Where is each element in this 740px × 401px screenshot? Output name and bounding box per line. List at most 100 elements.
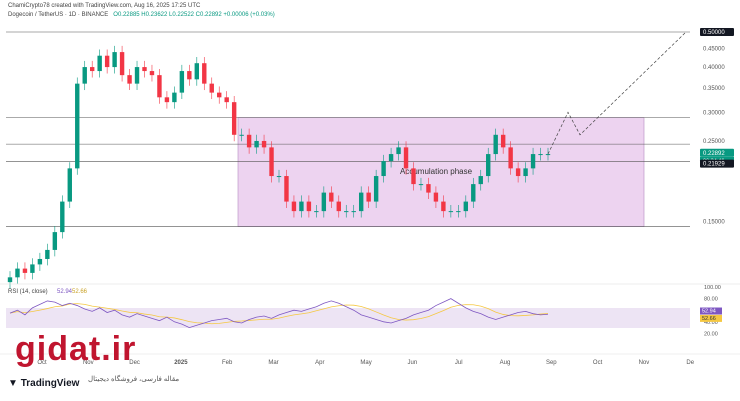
rsi-ma-legend: 52.66 [72, 289, 88, 295]
candle-7 [60, 201, 65, 233]
candle-69 [523, 168, 528, 177]
symbol-name[interactable]: Dogecoin / TetherUS · 1D · BINANCE [8, 12, 109, 18]
candle-12 [97, 55, 102, 72]
candle-10 [82, 67, 87, 84]
candle-33 [254, 140, 259, 148]
x-tick-label-7: May [360, 360, 371, 366]
candle-30 [231, 102, 237, 135]
candle-28 [217, 92, 222, 98]
candle-5 [45, 249, 50, 259]
x-tick-label-3: 2025 [174, 360, 188, 366]
x-tick-label-8: Jun [408, 360, 418, 366]
x-tick-label-9: Jul [455, 360, 463, 366]
candle-37 [284, 176, 289, 202]
x-tick-label-13: Nov [639, 360, 650, 366]
y-tick-label-5: 0.25000 [703, 139, 725, 145]
candle-11 [89, 67, 95, 72]
rsi-tick-1: 80.00 [704, 297, 718, 303]
candle-46 [351, 211, 356, 213]
accumulation-label: Accumulation phase [400, 167, 473, 176]
candle-31 [239, 134, 244, 136]
candle-9 [75, 83, 80, 169]
header-symbol-line: Dogecoin / TetherUS · 1D · BINANCE O0.22… [8, 12, 275, 18]
candle-15 [119, 52, 125, 76]
candle-48 [366, 192, 371, 202]
y-tick-label-1: 0.45000 [703, 47, 725, 53]
y-tick-label-0: 0.50000 [703, 30, 725, 36]
tradingview-logo[interactable]: ▼ TradingView [8, 378, 79, 389]
candle-6 [52, 232, 58, 250]
watermark-logo-text: gidat [15, 330, 102, 368]
candle-43 [329, 192, 334, 202]
rsi-value-legend: 52.94 [57, 289, 73, 295]
candle-51 [388, 154, 394, 162]
rsi-ma-tag [700, 314, 722, 322]
candle-25 [194, 63, 200, 80]
candle-40 [306, 201, 312, 212]
candle-58 [441, 201, 446, 212]
candle-1 [15, 268, 20, 278]
candle-57 [433, 192, 439, 202]
rsi-tick-4: 20.00 [704, 331, 718, 337]
x-tick-label-5: Mar [268, 360, 278, 366]
candle-36 [276, 176, 282, 178]
candle-3 [30, 264, 35, 273]
rsi-band [6, 308, 690, 328]
candle-27 [209, 83, 214, 93]
tradingview-logo-icon: ▼ [8, 378, 18, 389]
x-tick-label-6: Apr [315, 360, 324, 366]
projection-path [547, 31, 687, 155]
candle-14 [112, 52, 117, 68]
y-tick-label-2: 0.40000 [703, 65, 725, 71]
candle-13 [104, 55, 110, 68]
candle-38 [291, 201, 297, 212]
candle-55 [418, 184, 424, 186]
candle-16 [127, 75, 132, 84]
candle-60 [456, 211, 461, 213]
support-price-tag [700, 159, 734, 168]
x-tick-label-14: De [686, 360, 694, 366]
site-watermark: gidat.ir [15, 330, 136, 369]
x-tick-label-0: Oct [37, 360, 47, 366]
candle-26 [202, 63, 207, 84]
y-tick-label-4: 0.30000 [703, 110, 725, 116]
current-price-tag [700, 148, 734, 157]
candle-23 [179, 71, 185, 93]
candle-8 [67, 168, 72, 202]
candle-44 [336, 201, 341, 212]
x-tick-label-11: Sep [546, 360, 557, 366]
x-tick-label-1: Nov [83, 360, 94, 366]
candle-71 [538, 154, 543, 156]
watermark-tld: .ir [101, 330, 137, 368]
rsi-line [9, 298, 549, 329]
candle-49 [373, 176, 379, 202]
x-tick-label-10: Aug [500, 360, 511, 366]
candle-47 [358, 192, 364, 212]
current-price-label: 0.22892 [703, 151, 725, 157]
candle-22 [172, 92, 177, 103]
y-tick-label-3: 0.35000 [703, 86, 725, 92]
target-price-tag [700, 28, 734, 36]
candle-41 [314, 211, 319, 213]
rsi-tick-0: 100.00 [704, 285, 721, 291]
candle-56 [426, 184, 431, 193]
candle-67 [508, 147, 513, 169]
candle-52 [396, 147, 401, 155]
candle-4 [37, 258, 43, 265]
candle-54 [411, 168, 416, 185]
rsi-title: RSI (14, close) [8, 289, 48, 295]
candle-35 [269, 147, 274, 177]
candle-68 [515, 168, 521, 177]
candle-70 [530, 154, 536, 169]
candle-45 [344, 211, 349, 213]
candle-50 [381, 161, 386, 177]
support-price-label: 0.21929 [703, 162, 725, 168]
rsi-ma-tag-label: 52.66 [702, 316, 716, 322]
rsi-ma-line [9, 303, 549, 325]
candle-64 [486, 154, 491, 177]
candle-34 [261, 140, 267, 148]
tradingview-brand: TradingView [20, 378, 80, 389]
x-tick-label-2: Dec [129, 360, 140, 366]
candle-17 [134, 67, 140, 84]
